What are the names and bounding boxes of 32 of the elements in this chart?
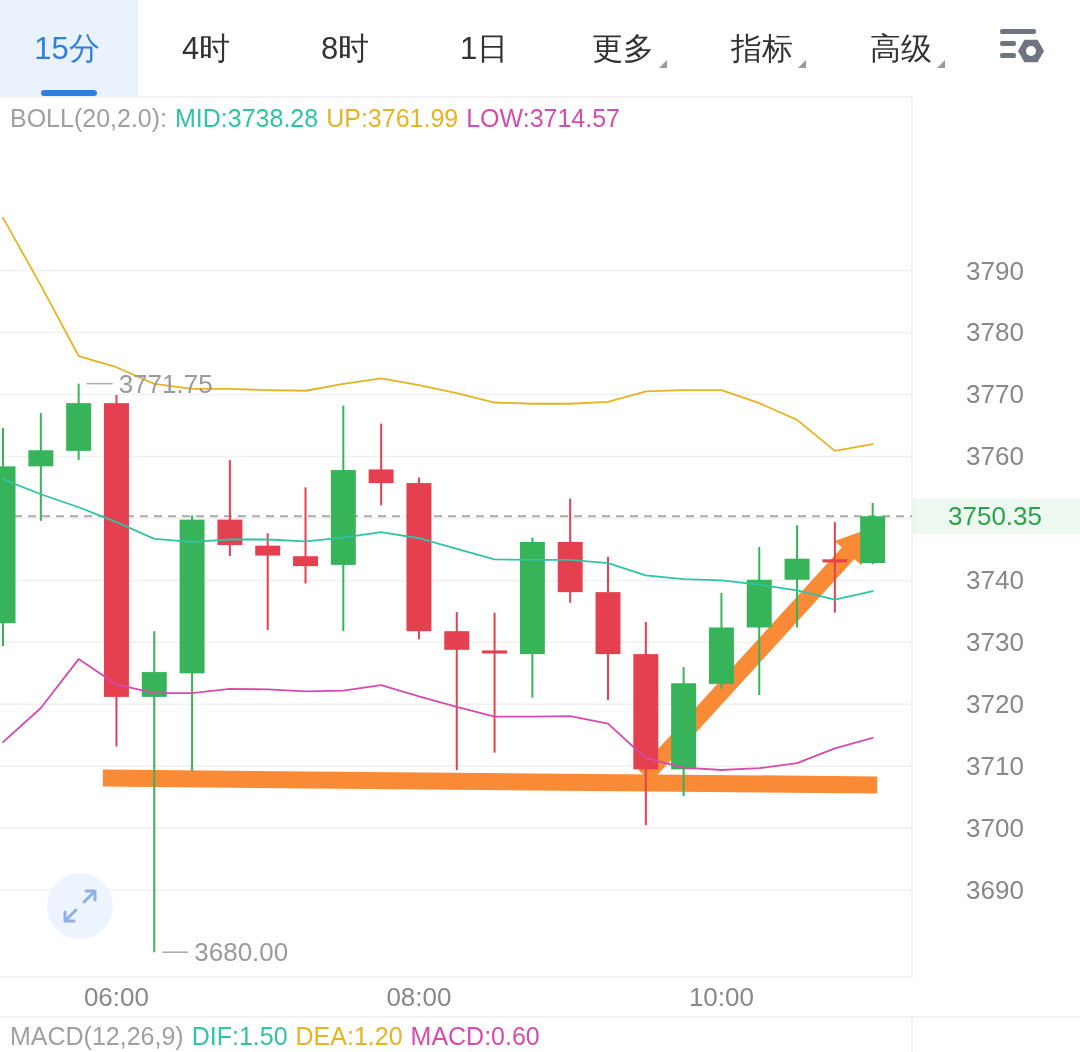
candlestick [255, 532, 281, 631]
y-tick-label: 3690 [966, 875, 1024, 906]
candlestick [293, 486, 318, 585]
candlestick [28, 412, 54, 522]
candlestick [444, 610, 470, 772]
y-tick-label: 3780 [966, 317, 1024, 348]
y-tick-label: 3710 [966, 751, 1024, 782]
y-tick-label: 3730 [966, 627, 1024, 658]
legend: BOLL(20,2.0): MID:3738.28 UP:3761.99 LOW:3714.57 [10, 104, 621, 132]
y-tick-label: 3770 [966, 379, 1024, 410]
annotation: 3680.00 [194, 937, 289, 968]
x-tick-label: 10:00 [688, 982, 754, 1012]
x-tick-label: 08:00 [386, 982, 452, 1012]
x-tick-label: 06:00 [83, 982, 149, 1012]
line-series [2, 658, 874, 771]
line-series [2, 478, 874, 601]
text: DIF:1.50 [191, 1022, 288, 1050]
text: MACD:0.60 [410, 1022, 540, 1050]
y-tick-label: 3740 [966, 565, 1024, 596]
toolbar: 15分 4时 8时 1日 更多 指标 高级 [0, 0, 945, 96]
candlestick [141, 630, 167, 954]
y-tick-label: 3760 [966, 441, 1024, 472]
candlestick [482, 611, 508, 754]
y-tick-label: 3790 [966, 255, 1024, 286]
candlestick [822, 521, 848, 614]
text: MACD(12,26,9) [10, 1022, 184, 1050]
ref-line-label: 3750.35 [948, 501, 1042, 532]
candlestick [368, 422, 394, 507]
text: DEA:1.20 [295, 1022, 403, 1050]
y-tick-label: 3720 [966, 689, 1024, 720]
y-tick-label: 3700 [966, 813, 1024, 844]
line-series [2, 216, 874, 452]
